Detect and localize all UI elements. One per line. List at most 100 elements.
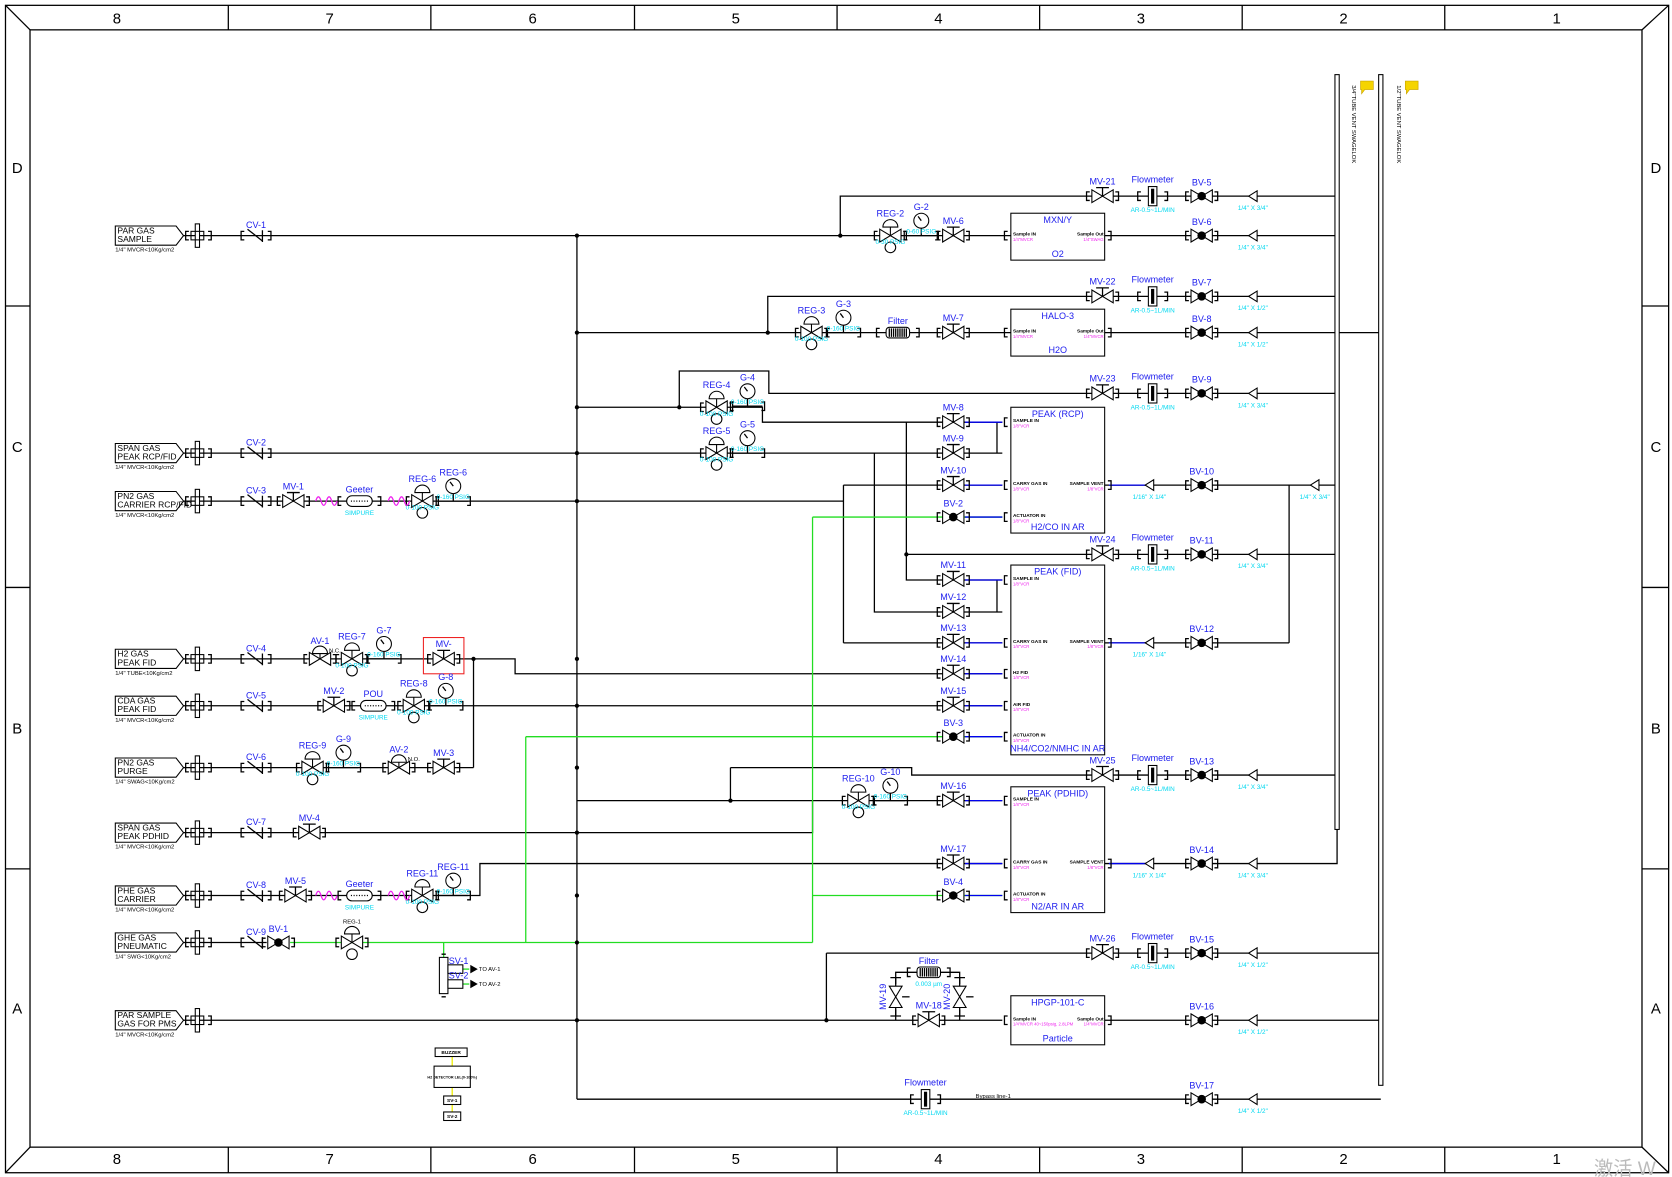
flow-tube (1151, 385, 1155, 401)
fitting-end (941, 1015, 946, 1026)
gauge-tee (732, 398, 763, 407)
fitting-end (295, 762, 300, 773)
port-in-spec: 1/8"VCR (1013, 518, 1029, 523)
flowmeter-label: Flowmeter (1132, 931, 1174, 941)
gauge-tee (732, 445, 763, 454)
check-valve-body (247, 651, 264, 666)
alarm-box (434, 1047, 468, 1058)
ball-valve-tag: BV-3 (943, 718, 963, 728)
inlet-box (114, 490, 185, 512)
alarm-box (443, 1111, 462, 1122)
ball-valve-tag: BV-16 (1189, 1002, 1214, 1012)
flow-tube (923, 1091, 928, 1107)
fitting-end (1085, 549, 1090, 560)
fitting-end (1185, 1015, 1189, 1026)
fitting-end (1085, 948, 1090, 959)
inlet-line2: PNEUMATIC (117, 941, 167, 951)
regulator-dome (850, 784, 867, 801)
fitting-end (936, 512, 941, 522)
outlet-gauge (805, 338, 818, 351)
fitting-end (185, 448, 189, 459)
analyzer-frame (1010, 564, 1106, 756)
handle (327, 696, 341, 706)
analyzer-box: MXN/Y O2 Sample IN1/4"MVCR Sample Out1/4"SW… (1010, 212, 1106, 261)
port-out-spec: 1/8"VCR (1087, 486, 1103, 491)
fitting-end (1137, 549, 1141, 560)
fitting-end (761, 448, 766, 459)
union (190, 496, 205, 506)
port-in-spec: 1/8"VCR (1013, 897, 1029, 902)
fitting-end (1115, 388, 1120, 399)
port-out-label: Sample Out (1077, 232, 1104, 238)
valve-tag: MV-22 (1089, 277, 1115, 287)
symbols: 3/4"TUBE VENT SWAGELOK 1/2"TUBE VENT SWAG… (114, 74, 1657, 1177)
fitting-end (936, 700, 941, 711)
ball (1197, 948, 1206, 958)
ball (1197, 550, 1206, 559)
column-number-bottom: 6 (529, 1151, 537, 1168)
reducer-size: 1/4" X 3/4" (1238, 872, 1268, 879)
ball (949, 891, 958, 900)
flow-tube (1151, 288, 1155, 304)
port-in-spec: 1/8"VCR (1013, 486, 1029, 491)
junction-dot (574, 830, 580, 835)
fitting-end (208, 762, 212, 773)
handle (946, 664, 960, 674)
valve-note: N.C. (329, 648, 341, 654)
fitting-end (699, 402, 704, 413)
fitting-end (966, 700, 970, 711)
ball (1197, 1094, 1206, 1104)
regulator-tag: REG-2 (877, 208, 905, 218)
junction-dot (574, 940, 580, 945)
purifier-label: POU (363, 689, 383, 699)
reducer-size: 1/4" X 3/4" (1238, 402, 1268, 409)
air-valve-tag: AV-1 (311, 636, 330, 646)
gauge-tee (875, 793, 906, 802)
inlet-spec: 1/4" MVCR<10Kg/cm2 (115, 908, 174, 914)
frame-corner (5, 1146, 31, 1174)
inlet-spec: 1/4" MVCR<10Kg/cm2 (115, 845, 174, 851)
union (190, 448, 205, 458)
fitting-end (377, 890, 382, 901)
fitting-end (435, 496, 440, 506)
flange (194, 755, 201, 780)
fitting-end (1185, 291, 1189, 302)
fitting-end (909, 1094, 914, 1105)
fitting-end (208, 890, 212, 901)
fitting-end (1003, 700, 1008, 711)
valve-tag: MV-7 (943, 313, 964, 323)
fitting-end (935, 230, 939, 241)
ball-valve-tag: BV-1 (269, 924, 289, 934)
inlet-line2: PEAK FID (117, 657, 156, 667)
solenoid-manifold (438, 956, 449, 995)
port-in-label: ACTUATOR IN (1013, 733, 1046, 739)
port-in-spec: 1/8"VCR (1013, 581, 1029, 586)
piping (5, 4, 1670, 1174)
port-in-label: Sample IN (1013, 232, 1037, 238)
flowmeter-label: Flowmeter (1132, 174, 1174, 184)
flow-tube (1151, 188, 1155, 204)
reducer-size: 1/4" X 1/2" (1238, 341, 1268, 348)
analyzer-subtitle: O2 (1052, 249, 1064, 259)
fitting-end (1115, 948, 1120, 959)
regulator-tag: REG-7 (338, 632, 366, 642)
valve-tag: MV-3 (433, 748, 454, 758)
junction-dot (838, 233, 843, 238)
fitting-end (1214, 291, 1219, 302)
flow-tube (1151, 546, 1155, 562)
column-number-top: 7 (325, 10, 333, 27)
fitting-end (276, 496, 281, 506)
solenoid-target: TO AV-2 (479, 982, 501, 988)
inlet-spec: 1/4" MVCR<10Kg/cm2 (115, 513, 174, 519)
analyzer-subtitle: H2/CO IN AR (1031, 522, 1085, 532)
regulator-tag: REG-9 (299, 740, 327, 750)
handle (1096, 287, 1109, 297)
reducer-icon (1309, 478, 1320, 492)
gauge-tee (906, 228, 937, 237)
row-letter-right: B (1651, 720, 1661, 737)
needle (449, 875, 454, 882)
fitting-end (1214, 637, 1219, 648)
reducer-icon (1247, 857, 1258, 870)
